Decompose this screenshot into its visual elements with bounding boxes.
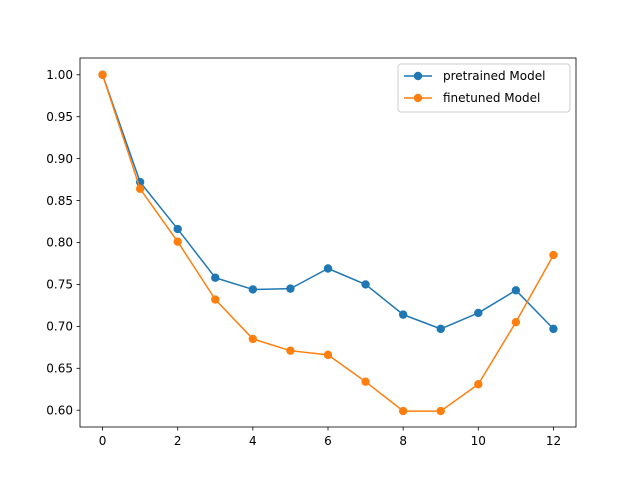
y-tick-label: 0.85 bbox=[46, 194, 73, 208]
finetuned-model-legend-marker bbox=[413, 93, 423, 103]
pretrained-model-point bbox=[474, 308, 483, 318]
finetuned-model-point bbox=[436, 406, 445, 416]
finetuned-model-point bbox=[173, 237, 182, 246]
finetuned-model-point bbox=[474, 380, 483, 389]
finetuned-model-point bbox=[211, 295, 220, 304]
finetuned-model-point bbox=[549, 250, 558, 260]
y-tick-label: 0.80 bbox=[46, 236, 73, 250]
x-tick-label: 8 bbox=[399, 434, 407, 448]
y-tick-label: 1.00 bbox=[46, 68, 73, 82]
finetuned-model-point bbox=[135, 184, 145, 194]
x-tick-label: 12 bbox=[546, 434, 561, 448]
pretrained-model-point bbox=[511, 286, 521, 295]
x-tick-label: 10 bbox=[471, 434, 486, 448]
x-tick-label: 6 bbox=[324, 434, 332, 448]
pretrained-model-point bbox=[286, 284, 295, 293]
y-tick-label: 0.65 bbox=[46, 361, 73, 375]
finetuned-model-point bbox=[323, 350, 333, 360]
legend-label: finetuned Model bbox=[443, 91, 540, 105]
pretrained-model-point bbox=[323, 264, 333, 273]
finetuned-model-point bbox=[398, 406, 408, 416]
x-axis: 0 2 4 6 8 10 12 bbox=[99, 427, 561, 448]
legend: pretrained Model finetuned Model bbox=[397, 63, 571, 113]
legend-label: pretrained Model bbox=[443, 69, 545, 83]
finetuned-model-point bbox=[98, 70, 107, 79]
plot-area bbox=[98, 70, 558, 416]
pretrained-model-point bbox=[211, 273, 220, 282]
finetuned-model-point bbox=[248, 334, 258, 344]
y-tick-label: 0.95 bbox=[46, 110, 73, 124]
legend-box bbox=[397, 63, 571, 113]
x-tick-label: 0 bbox=[99, 434, 107, 448]
y-tick-label: 0.70 bbox=[46, 320, 73, 334]
y-tick-label: 0.60 bbox=[46, 403, 73, 417]
finetuned-model-point bbox=[511, 317, 521, 327]
y-tick-label: 0.90 bbox=[46, 152, 73, 166]
pretrained-model-point bbox=[398, 310, 408, 319]
pretrained-model-legend-marker bbox=[413, 71, 423, 81]
finetuned-model-point bbox=[286, 346, 295, 355]
x-tick-label: 4 bbox=[249, 434, 257, 448]
pretrained-model-point bbox=[549, 324, 558, 334]
pretrained-model-point bbox=[248, 285, 258, 294]
plot-frame bbox=[79, 57, 577, 428]
y-tick-label: 0.75 bbox=[46, 278, 73, 292]
pretrained-model-point bbox=[173, 224, 182, 234]
pretrained-model-point bbox=[436, 324, 445, 334]
pretrained-model-point bbox=[361, 280, 370, 289]
y-axis: 0.60 0.65 0.70 0.75 0.80 0.85 0.90 0.95 1.00 bbox=[46, 68, 80, 417]
finetuned-model-point bbox=[361, 377, 370, 386]
x-tick-label: 2 bbox=[174, 434, 182, 448]
